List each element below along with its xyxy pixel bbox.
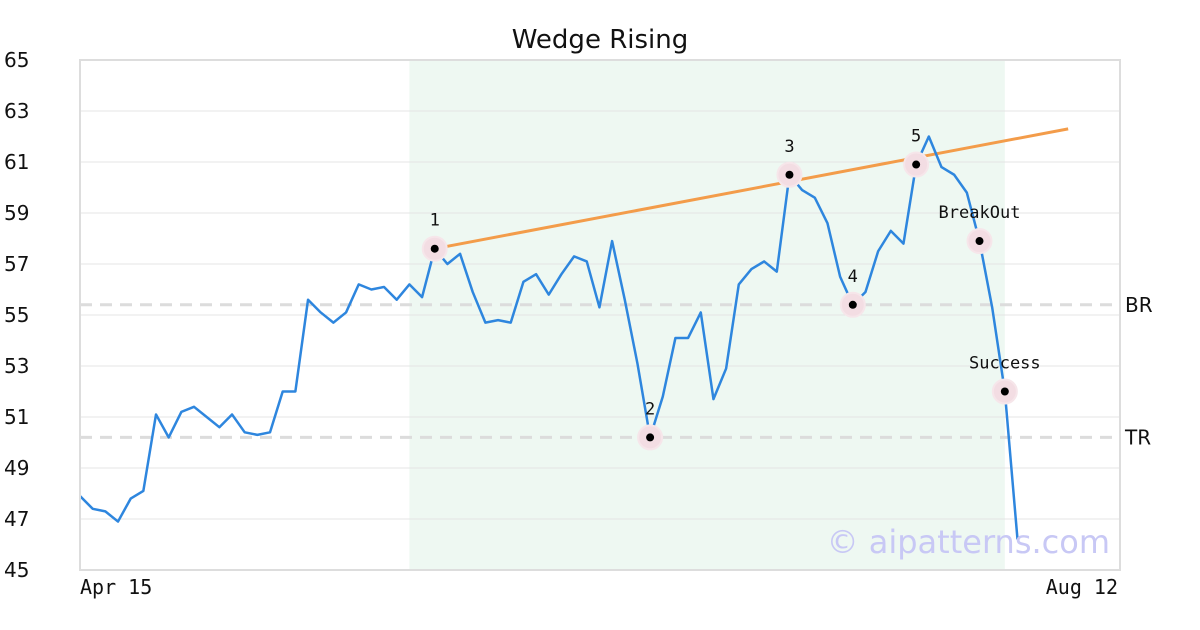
reference-line-label: TR <box>1124 425 1151 449</box>
pivot-marker-dot <box>912 160 921 169</box>
pivot-label: 1 <box>430 211 440 231</box>
annotations-layer: 1 2 3 4 5 BreakOut Success <box>421 127 1041 451</box>
pivot-label: 2 <box>645 399 655 419</box>
pivot-marker-dot <box>975 237 984 246</box>
y-tick-label: 53 <box>4 354 29 378</box>
x-tick-label-start: Apr 15 <box>80 575 152 599</box>
watermark: © aipatterns.com <box>827 523 1110 561</box>
plot-frame <box>79 59 1121 571</box>
y-tick-label: 45 <box>4 558 29 582</box>
y-tick-label: 51 <box>4 405 29 429</box>
grid-layer <box>80 110 1120 520</box>
pivot-marker-dot <box>430 244 439 253</box>
reference-line-label: BR <box>1125 293 1153 317</box>
pivot-label: 3 <box>784 137 794 157</box>
pivot-label: 4 <box>848 267 858 287</box>
y-tick-label: 57 <box>4 252 29 276</box>
wedge-trendline <box>434 127 1069 251</box>
y-tick-label: 65 <box>4 48 29 72</box>
y-tick-label: 61 <box>4 150 29 174</box>
trendline-layer <box>434 127 1069 251</box>
y-tick-label: 55 <box>4 303 29 327</box>
pivot-marker-dot <box>1000 387 1009 396</box>
pivot-label: BreakOut <box>939 203 1021 223</box>
x-tick-label-end: Aug 12 <box>1046 575 1118 599</box>
y-tick-labels: 45 47 49 51 53 55 57 59 61 63 65 <box>4 48 29 582</box>
y-tick-label: 49 <box>4 456 29 480</box>
y-tick-label: 47 <box>4 507 29 531</box>
y-tick-label: 63 <box>4 99 29 123</box>
pivot-marker-dot <box>646 433 655 442</box>
pivot-marker-dot <box>848 300 857 309</box>
pivot-marker-dot <box>785 170 794 179</box>
pivot-label: Success <box>969 354 1041 374</box>
y-tick-label: 59 <box>4 201 29 225</box>
pivot-label: 5 <box>911 127 921 147</box>
chart-title: Wedge Rising <box>512 25 689 55</box>
